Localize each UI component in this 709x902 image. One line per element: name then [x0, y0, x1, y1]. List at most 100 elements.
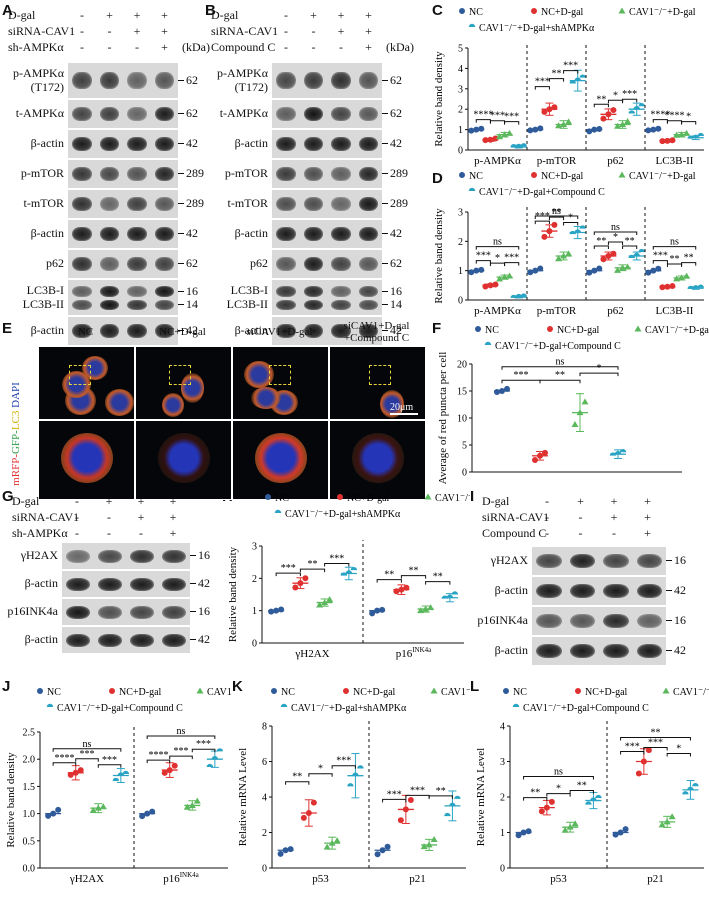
- legend-marker: [475, 326, 481, 332]
- blot-row-label: p-AMPKα (T172): [4, 66, 64, 94]
- significance-label: ***: [174, 746, 189, 757]
- blot-row-label-line: β-actin: [234, 323, 268, 337]
- significance-bracket: [52, 748, 122, 752]
- cell-nucleus: [104, 389, 134, 416]
- significance-bracket: [593, 245, 609, 249]
- y-tick-label: 3: [252, 542, 257, 553]
- y-tick-label: 20: [457, 360, 467, 371]
- significance-bracket: [534, 86, 550, 90]
- blot-band: [331, 71, 351, 90]
- legend-marker: [512, 703, 520, 707]
- legend-marker: [109, 688, 115, 694]
- kda-tick: [190, 611, 196, 612]
- kda-value: 42: [390, 226, 402, 240]
- kda-tick: [178, 233, 184, 234]
- blot-band: [536, 614, 562, 628]
- legend-label: CAV1⁻/⁻+D-gal+Compound C: [495, 341, 621, 352]
- data-point: [565, 250, 573, 257]
- data-point: [610, 107, 617, 114]
- western-blot-i: D-gal - + + + siRNA-CAV1- - + + Compound C - - - + γH2…: [470, 488, 709, 678]
- blot-band: [127, 299, 147, 311]
- blot-band: [130, 633, 154, 647]
- blot-band: [154, 286, 174, 297]
- legend-label: CAV1⁻/⁻+D-gal: [435, 493, 470, 504]
- kda-value: 16: [198, 548, 210, 562]
- blot-row-label: t-mTOR: [4, 196, 64, 210]
- condition-sign: +: [310, 8, 317, 22]
- x-category-label: p21: [647, 873, 664, 885]
- data-point: [538, 808, 545, 815]
- blot-band: [331, 227, 351, 241]
- data-point: [571, 421, 579, 428]
- data-point: [548, 798, 555, 805]
- legend-label: NC: [281, 687, 295, 698]
- blot-band: [72, 167, 92, 181]
- blot-row-label-line: t-mTOR: [227, 196, 268, 210]
- significance-bracket: [607, 241, 624, 245]
- significance-bracket: [681, 262, 697, 266]
- blot-band: [130, 605, 154, 619]
- y-tick-label: 8: [262, 722, 267, 733]
- data-point: [537, 125, 544, 132]
- data-point: [350, 566, 358, 571]
- blot-band: [331, 324, 351, 338]
- blot-band: [358, 107, 378, 121]
- blot-row-label: LC3B-I LC3B-II: [208, 283, 268, 311]
- data-point: [492, 281, 499, 288]
- significance-label: ***: [514, 370, 529, 381]
- kda-tick: [190, 555, 196, 556]
- blot-band: [358, 71, 378, 90]
- blot-row-label: p-AMPKα (T172): [208, 66, 268, 94]
- condition-sign: -: [578, 510, 583, 524]
- y-tick-label: 0: [252, 639, 257, 650]
- condition-sign: -: [311, 24, 316, 38]
- data-point: [122, 770, 130, 774]
- blot-row-label-line: γH2AX: [20, 548, 58, 562]
- panel-label-b: B: [205, 2, 216, 19]
- blot-row: [62, 626, 190, 653]
- y-tick-label: 0.0: [23, 864, 36, 875]
- blot-band: [127, 137, 147, 151]
- blot-band: [303, 71, 323, 90]
- condition-sign: -: [339, 40, 343, 54]
- significance-bracket: [620, 737, 691, 741]
- microscopy-zoom-image: [135, 420, 232, 500]
- significance-label: ***: [329, 553, 344, 564]
- blot-row-label-line: t-AMPKα: [15, 106, 64, 120]
- blot-band: [99, 137, 119, 151]
- blot-row-label-line: β-actin: [30, 226, 64, 240]
- significance-label: ****: [665, 111, 685, 122]
- blot-row-label: β-actin: [468, 643, 528, 657]
- legend-label: NC+D-gal: [119, 687, 162, 698]
- western-blot-b: D-gal - + + + siRNA-CAV1- - + + Compound C - - - + (kD…: [205, 0, 430, 345]
- panel-label-i: I: [470, 488, 475, 505]
- x-category-label: γH2AX: [69, 873, 104, 885]
- blot-band: [303, 257, 323, 271]
- blot-band: [331, 107, 351, 121]
- blot-row-label: β-actin: [4, 136, 64, 150]
- data-point: [622, 826, 629, 833]
- y-tick-label: 2: [500, 793, 505, 804]
- blot-band: [603, 554, 629, 568]
- legend-marker: [337, 494, 343, 500]
- y-tick-label: 4: [458, 64, 463, 75]
- data-point: [323, 843, 331, 850]
- x-category-label: p62: [607, 155, 624, 167]
- data-point: [541, 108, 548, 115]
- kda-tick: [666, 590, 672, 591]
- condition-label: D-gal: [8, 8, 36, 22]
- blot-row-label-line: β-actin: [24, 632, 58, 646]
- data-point: [206, 763, 214, 768]
- kda-value: 16: [390, 283, 402, 298]
- blot-band: [130, 549, 154, 563]
- kda-value: 62: [186, 256, 198, 270]
- legend-label: NC+D-gal: [541, 7, 584, 18]
- blot-row-label: β-actin: [0, 576, 58, 590]
- condition-sign: -: [135, 40, 139, 54]
- significance-label: **: [684, 253, 694, 264]
- blot-row-label-line: LC3B-I: [26, 282, 64, 297]
- microscopy-zoom-image: [232, 420, 329, 500]
- blot-band: [603, 614, 629, 628]
- kda-value: 42: [390, 136, 402, 150]
